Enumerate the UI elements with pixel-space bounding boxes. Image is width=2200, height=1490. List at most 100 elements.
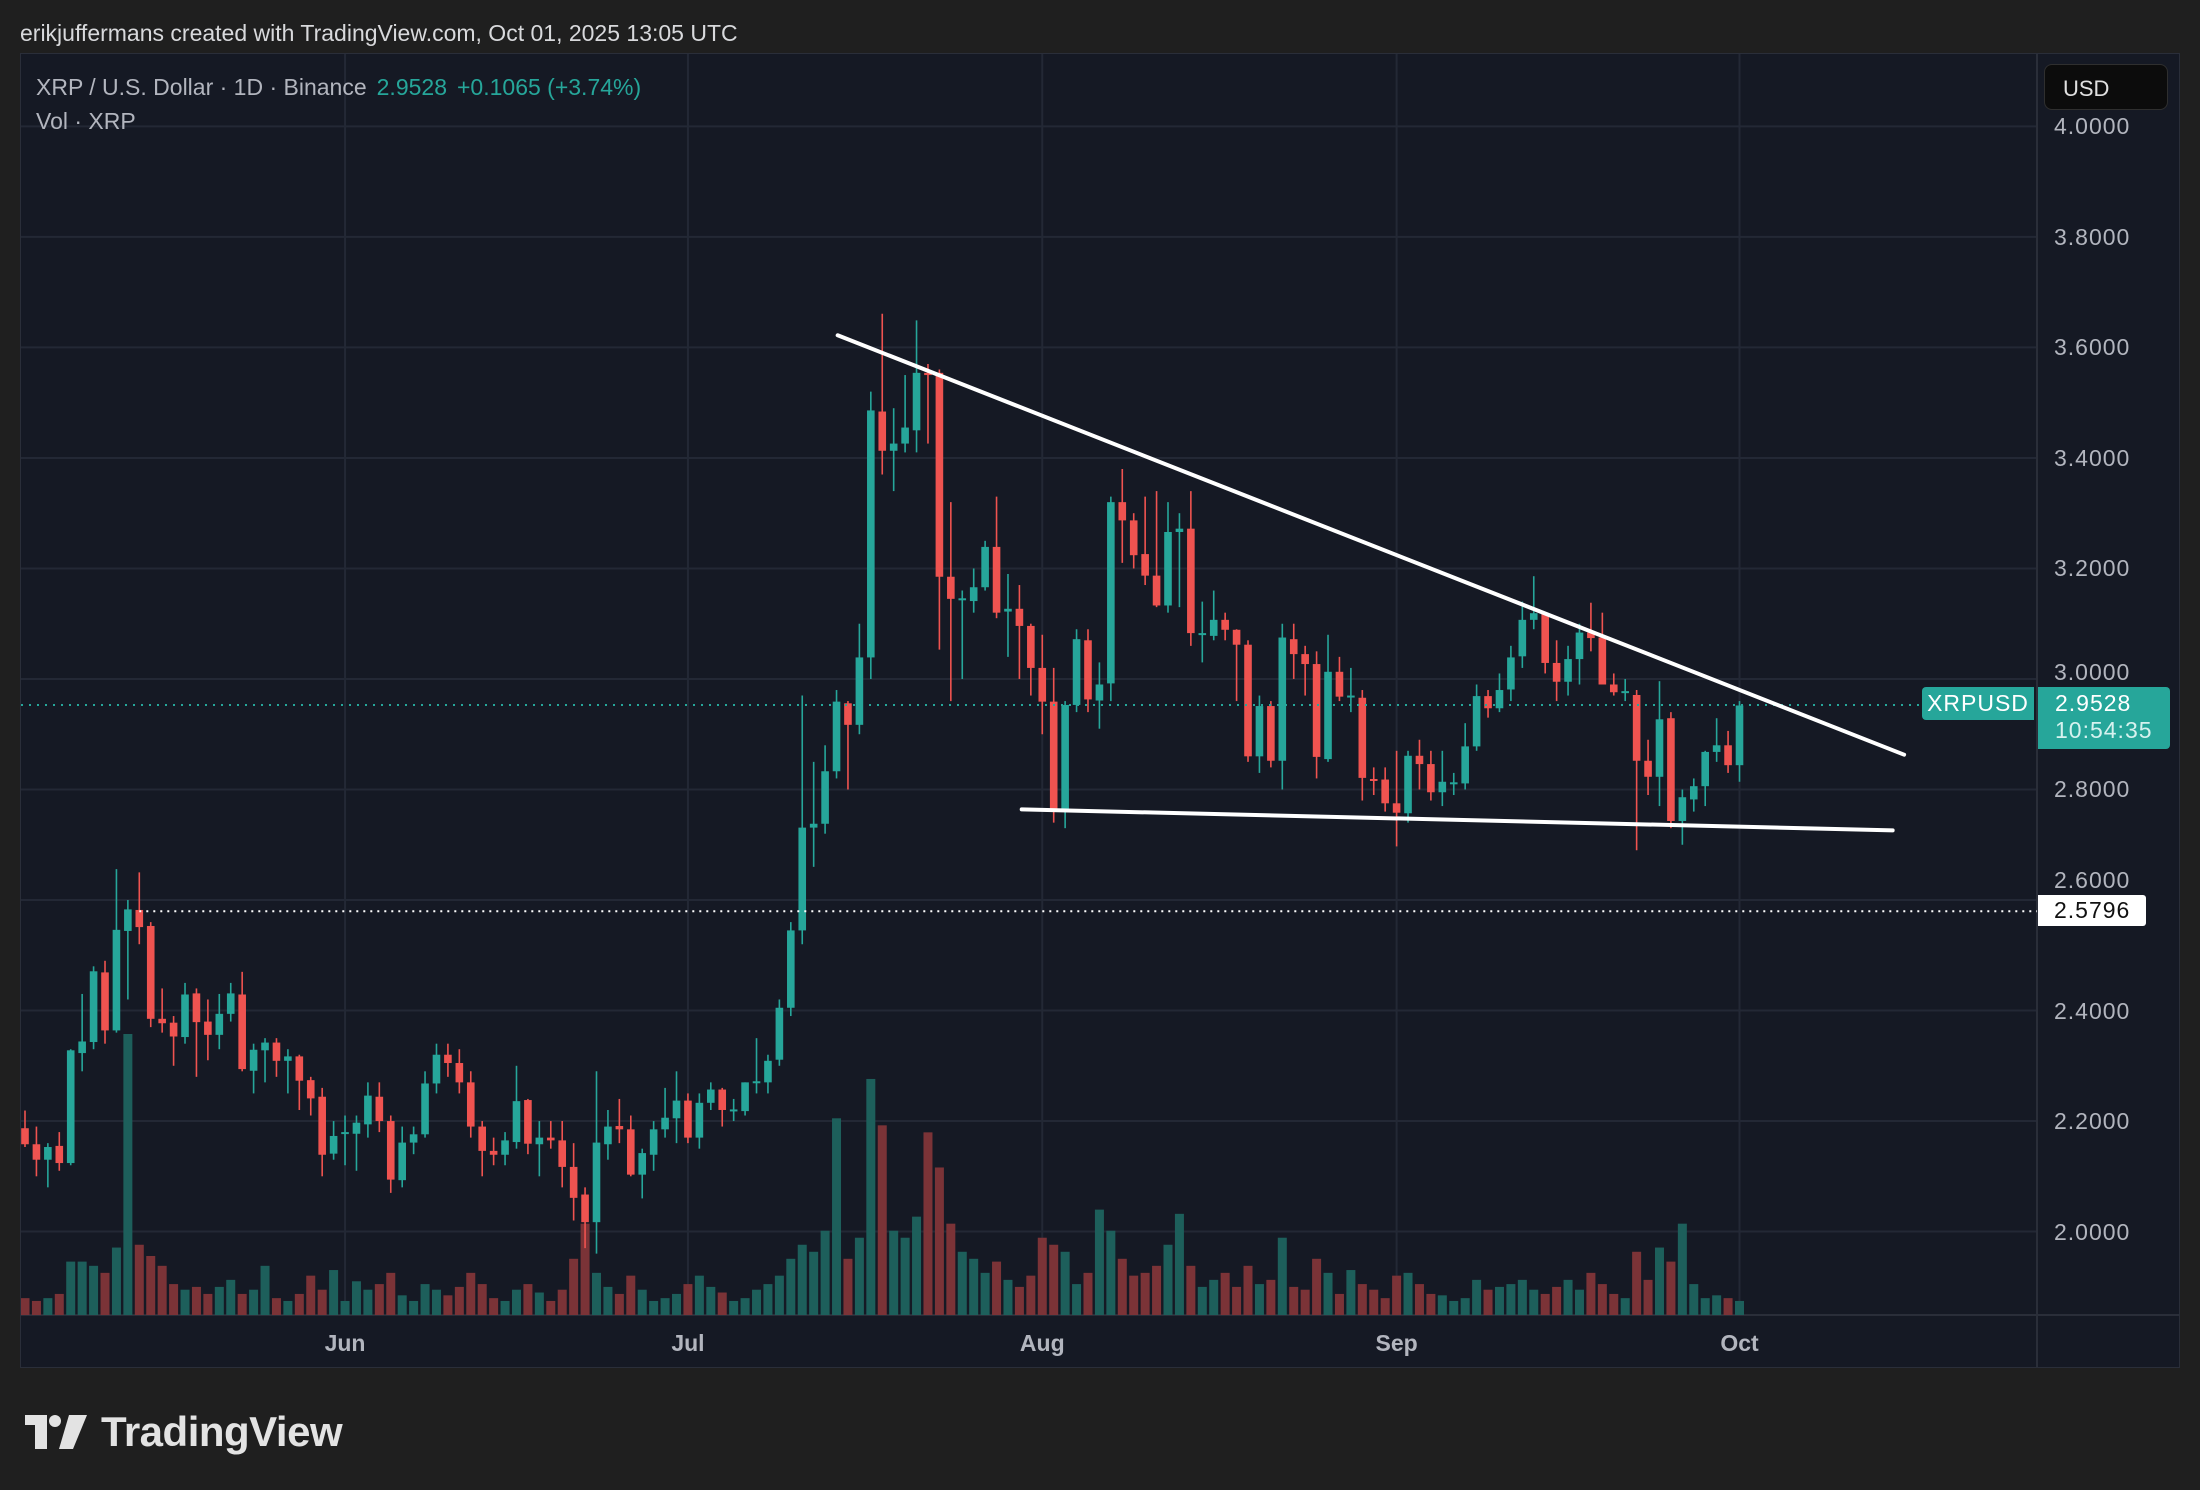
candle-body	[1404, 755, 1412, 814]
candle-body	[284, 1056, 292, 1061]
candle-body	[1644, 760, 1652, 777]
candle-body	[295, 1056, 304, 1081]
price-tick-label: 4.0000	[2054, 113, 2131, 140]
volume-bar	[637, 1289, 647, 1315]
volume-bar	[1654, 1247, 1664, 1315]
candle-down	[558, 1121, 567, 1188]
candle-body	[238, 994, 246, 1070]
volume-bar	[363, 1289, 373, 1315]
candle-down	[272, 1038, 281, 1077]
candle-body	[1529, 613, 1538, 620]
volume-bar	[77, 1261, 87, 1315]
volume-bar	[1460, 1298, 1470, 1315]
volume-bar	[1735, 1300, 1744, 1315]
candle-down	[1084, 629, 1092, 713]
candle-down	[1609, 673, 1618, 696]
candle-up	[535, 1121, 544, 1177]
volume-bar	[1483, 1289, 1493, 1315]
volume-bar	[294, 1293, 304, 1315]
currency-button[interactable]: USD	[2044, 64, 2168, 110]
candle-body	[1221, 619, 1229, 630]
volume-bar	[534, 1292, 544, 1315]
volume-bar	[832, 1118, 842, 1315]
volume-bar	[580, 1223, 590, 1315]
candle-body	[912, 372, 921, 431]
volume-bar	[1540, 1293, 1550, 1315]
candle-down	[295, 1054, 304, 1110]
candle-body	[1255, 706, 1264, 757]
candle-down	[1587, 602, 1595, 652]
volume-bar	[397, 1295, 407, 1315]
volume-legend[interactable]: Vol · XRP	[36, 108, 136, 134]
candle-body	[478, 1126, 486, 1151]
volume-bar	[797, 1244, 807, 1315]
volume-bar	[763, 1284, 773, 1315]
candle-up	[672, 1071, 681, 1144]
tradingview-logo-icon	[25, 1415, 87, 1449]
volume-bar	[54, 1293, 64, 1315]
volume-bar	[1026, 1275, 1036, 1315]
volume-bars	[21, 1034, 1744, 1315]
volume-bar	[134, 1244, 144, 1315]
candle-body	[855, 657, 864, 725]
candle-down	[169, 1016, 178, 1066]
volume-bar	[672, 1293, 682, 1315]
volume-bar	[569, 1258, 579, 1315]
candle-up	[352, 1115, 361, 1171]
candle-body	[1118, 502, 1127, 521]
candle-body	[1084, 640, 1092, 700]
candle-up	[78, 993, 86, 1072]
candle-up	[181, 982, 189, 1044]
candle-body	[1004, 608, 1012, 612]
volume-bar	[43, 1298, 53, 1315]
volume-bar	[100, 1272, 110, 1315]
candle-up	[249, 1043, 258, 1094]
candle-body	[1472, 696, 1481, 747]
candle-down	[238, 971, 246, 1072]
candle-up	[124, 900, 132, 1000]
candle-body	[21, 1128, 29, 1145]
candle-body	[1689, 786, 1698, 800]
candle-body	[421, 1083, 429, 1135]
candle-up	[1678, 789, 1687, 845]
candle-body	[718, 1089, 727, 1110]
candle-body	[1164, 531, 1172, 606]
candle-body	[1735, 705, 1744, 766]
symbol-price-tag: XRPUSD	[1922, 687, 2034, 720]
volume-bar	[443, 1295, 453, 1315]
candle-body	[1518, 619, 1527, 657]
candle-up	[261, 1038, 269, 1083]
volume-bar	[1369, 1289, 1379, 1315]
candle-up	[809, 761, 818, 867]
volume-bar	[1666, 1261, 1676, 1315]
candle-up	[1461, 723, 1469, 790]
candle-up	[798, 695, 807, 945]
candle-up	[1255, 695, 1264, 773]
candle-down	[1312, 651, 1321, 779]
candle-down	[1015, 585, 1024, 679]
candle-body	[1141, 554, 1149, 576]
candle-up	[215, 993, 224, 1050]
volume-bar	[191, 1286, 201, 1315]
time-tick-label: Aug	[1019, 1330, 1065, 1356]
price-tick-label: 3.6000	[2054, 334, 2131, 361]
candle-body	[661, 1117, 669, 1130]
candle-body	[1712, 745, 1721, 752]
candle-body	[32, 1144, 41, 1160]
legend-change: +0.1065 (+3.74%)	[457, 74, 642, 100]
volume-bar	[1289, 1286, 1299, 1315]
candle-body	[558, 1140, 567, 1167]
candle-body	[626, 1129, 635, 1175]
volume-bar	[409, 1300, 419, 1315]
candle-body	[947, 576, 955, 599]
candle-body	[1278, 637, 1287, 761]
price-tick-label: 2.6000	[2054, 867, 2131, 893]
symbol-legend[interactable]: XRP / U.S. Dollar · 1D · Binance 2.9528 +0…	[36, 74, 641, 101]
volume-bar	[1140, 1272, 1150, 1315]
candle-body	[1289, 639, 1298, 655]
volume-bar	[226, 1279, 236, 1315]
volume-bar	[1597, 1284, 1607, 1315]
candle-up	[661, 1087, 669, 1138]
tradingview-logo[interactable]: TradingView	[25, 1408, 343, 1456]
